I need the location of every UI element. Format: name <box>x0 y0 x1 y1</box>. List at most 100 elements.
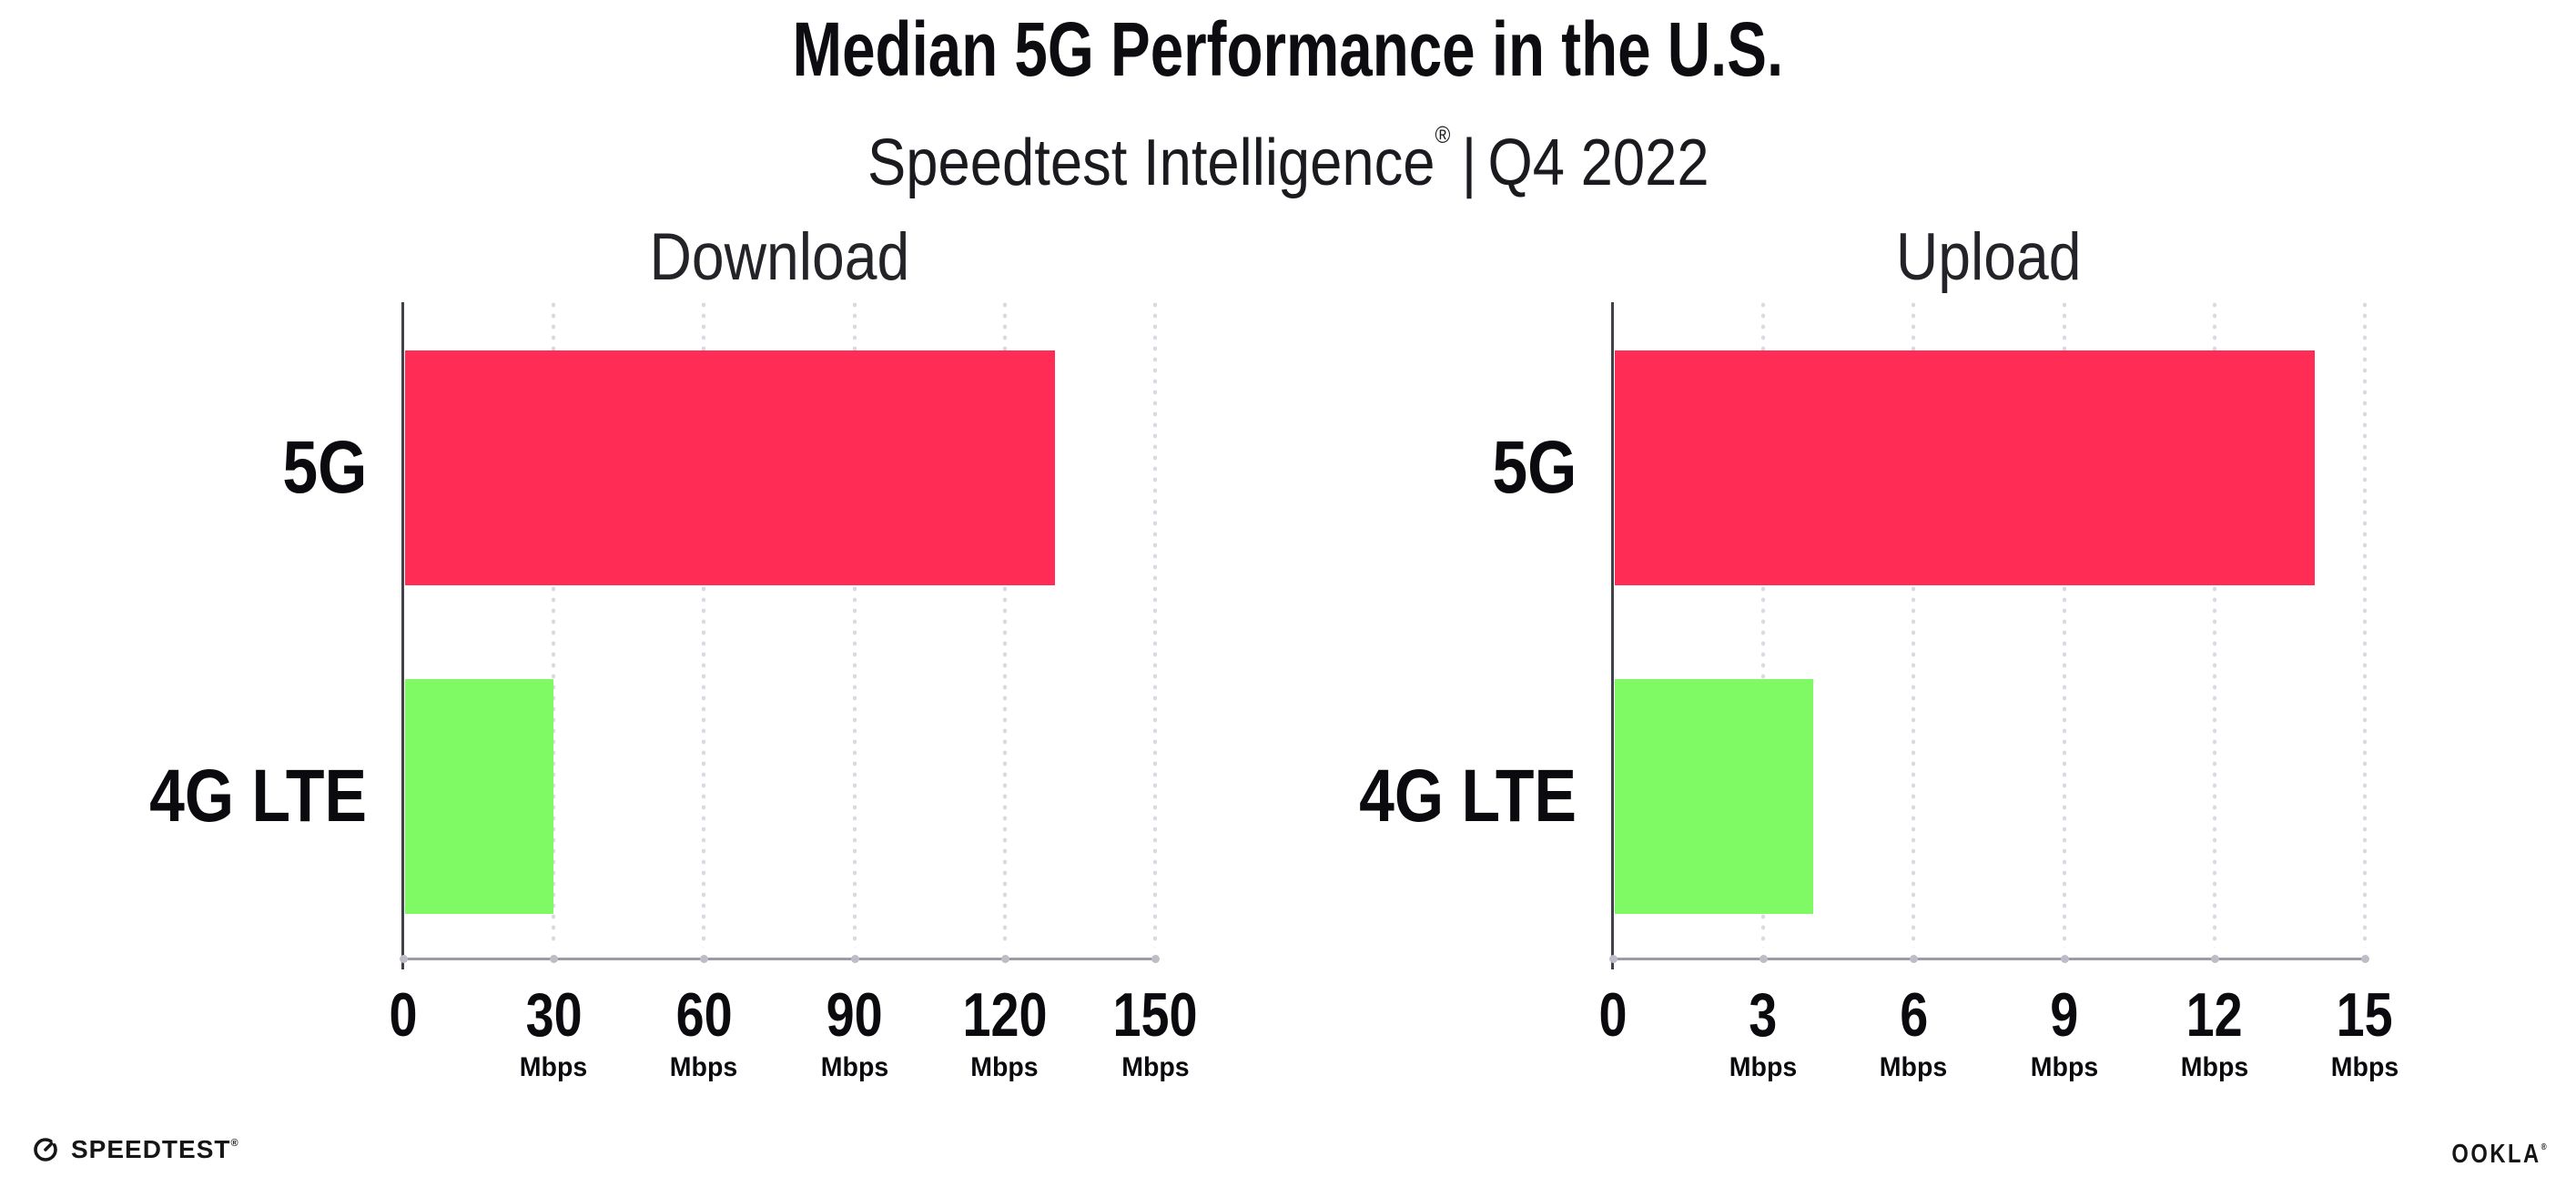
tick-value-text: 120 <box>962 980 1048 1050</box>
tick-unit-text: Mbps <box>2030 1052 2098 1082</box>
tick-unit-text: Mbps <box>1880 1052 1948 1082</box>
tick-unit: Mbps <box>518 1054 589 1081</box>
tick-value-text: 150 <box>1112 980 1198 1050</box>
tick-value-text: 90 <box>826 980 883 1050</box>
axis-tick-dot <box>550 955 559 963</box>
tick-value-text: 6 <box>1899 980 1928 1050</box>
axis-tick-dot <box>2361 955 2369 963</box>
speedtest-logo-text: SPEEDTEST® <box>71 1135 239 1164</box>
page-subtitle: Speedtest Intelligence® | Q4 2022 <box>0 102 2576 196</box>
tick-value: 120 <box>953 984 1056 1046</box>
page-title-text: Median 5G Performance in the U.S. <box>792 6 1784 92</box>
category-label-text: 4G LTE <box>149 755 367 837</box>
axis-tick-dot <box>2210 955 2219 963</box>
x-axis-line <box>1612 958 2367 960</box>
gridline <box>852 302 857 948</box>
tick-unit: Mbps <box>2329 1054 2400 1081</box>
tick-unit-text: Mbps <box>1121 1052 1190 1082</box>
tick-unit-text: Mbps <box>2180 1052 2249 1082</box>
gridline <box>2363 302 2367 948</box>
category-label: 4G LTE <box>57 758 367 835</box>
ookla-logo: OOKLA® <box>2430 1140 2549 1170</box>
gridline <box>702 302 706 948</box>
x-tick-label: 30 Mbps <box>518 984 589 1081</box>
x-axis-line <box>402 958 1157 960</box>
x-tick-label: 0 <box>1596 984 1630 1046</box>
tick-unit: Mbps <box>2179 1054 2250 1081</box>
tick-unit: Mbps <box>1728 1054 1799 1081</box>
tick-unit-text: Mbps <box>1729 1052 1798 1082</box>
axis-tick-dot <box>2060 955 2069 963</box>
y-axis-line <box>401 302 404 969</box>
chart-title-text: Download <box>649 220 909 294</box>
gridline <box>1153 302 1157 948</box>
axis-tick-dot <box>700 955 709 963</box>
axis-tick-dot <box>1760 955 1769 963</box>
tick-unit-text: Mbps <box>820 1052 888 1082</box>
tick-value: 0 <box>1596 984 1630 1046</box>
speedtest-gauge-icon <box>34 1138 57 1161</box>
gridline <box>552 302 556 948</box>
tick-value-text: 0 <box>1598 980 1628 1050</box>
axis-tick-dot <box>850 955 859 963</box>
x-tick-label: 9 Mbps <box>2028 984 2099 1081</box>
chart-title: Download <box>403 224 1155 290</box>
tick-unit: Mbps <box>1103 1054 1206 1081</box>
speedtest-logo: SPEEDTEST® <box>32 1135 239 1164</box>
tick-unit: Mbps <box>2028 1054 2099 1081</box>
tick-unit: Mbps <box>953 1054 1056 1081</box>
x-tick-label: 15 Mbps <box>2329 984 2400 1081</box>
subtitle-period: Q4 2022 <box>1487 127 1709 199</box>
tick-value: 60 <box>668 984 739 1046</box>
gridline <box>1002 302 1007 948</box>
x-tick-label: 12 Mbps <box>2179 984 2250 1081</box>
category-label-text: 4G LTE <box>1359 755 1577 837</box>
axis-tick-dot <box>400 955 408 963</box>
tick-value-text: 30 <box>525 980 583 1050</box>
speedtest-wordmark: SPEEDTEST <box>71 1135 231 1163</box>
bar-5g <box>405 350 1055 585</box>
axis-tick-dot <box>1910 955 1919 963</box>
gridline <box>1912 302 1916 948</box>
x-tick-label: 60 Mbps <box>668 984 739 1081</box>
gridline <box>2062 302 2066 948</box>
speedtest-trademark-symbol: ® <box>230 1138 239 1149</box>
axis-tick-dot <box>1151 955 1160 963</box>
tick-value-text: 12 <box>2186 980 2243 1050</box>
bar-4g-lte <box>405 679 553 914</box>
x-tick-label: 3 Mbps <box>1728 984 1799 1081</box>
x-tick-label: 0 <box>386 984 421 1046</box>
category-label-text: 5G <box>1492 426 1577 509</box>
category-label: 5G <box>1267 430 1577 506</box>
chart-title: Upload <box>1613 224 2365 290</box>
tick-value: 3 <box>1728 984 1799 1046</box>
tick-value-text: 0 <box>389 980 418 1050</box>
tick-value: 12 <box>2179 984 2250 1046</box>
tick-value-text: 60 <box>675 980 733 1050</box>
page-subtitle-text: Speedtest Intelligence® | Q4 2022 <box>867 102 1709 196</box>
page-title: Median 5G Performance in the U.S. <box>0 11 2576 87</box>
tick-unit-text: Mbps <box>970 1052 1039 1082</box>
tick-value: 30 <box>518 984 589 1046</box>
subtitle-brand: Speedtest Intelligence <box>867 127 1435 199</box>
category-label: 5G <box>57 430 367 506</box>
bar-4g-lte <box>1615 679 1813 914</box>
tick-unit: Mbps <box>818 1054 889 1081</box>
tick-value: 0 <box>386 984 421 1046</box>
registered-trademark-symbol: ® <box>1435 121 1451 148</box>
tick-value: 6 <box>1878 984 1949 1046</box>
axis-tick-dot <box>1000 955 1009 963</box>
bar-5g <box>1615 350 2315 585</box>
tick-unit-text: Mbps <box>519 1052 588 1082</box>
tick-value: 90 <box>818 984 889 1046</box>
ookla-logo-text: OOKLA® <box>2451 1140 2549 1170</box>
chart-title-text: Upload <box>1896 220 2082 294</box>
tick-unit-text: Mbps <box>670 1052 738 1082</box>
x-tick-label: 150 Mbps <box>1103 984 1206 1081</box>
x-tick-label: 90 Mbps <box>818 984 889 1081</box>
tick-value: 9 <box>2028 984 2099 1046</box>
tick-value: 150 <box>1103 984 1206 1046</box>
